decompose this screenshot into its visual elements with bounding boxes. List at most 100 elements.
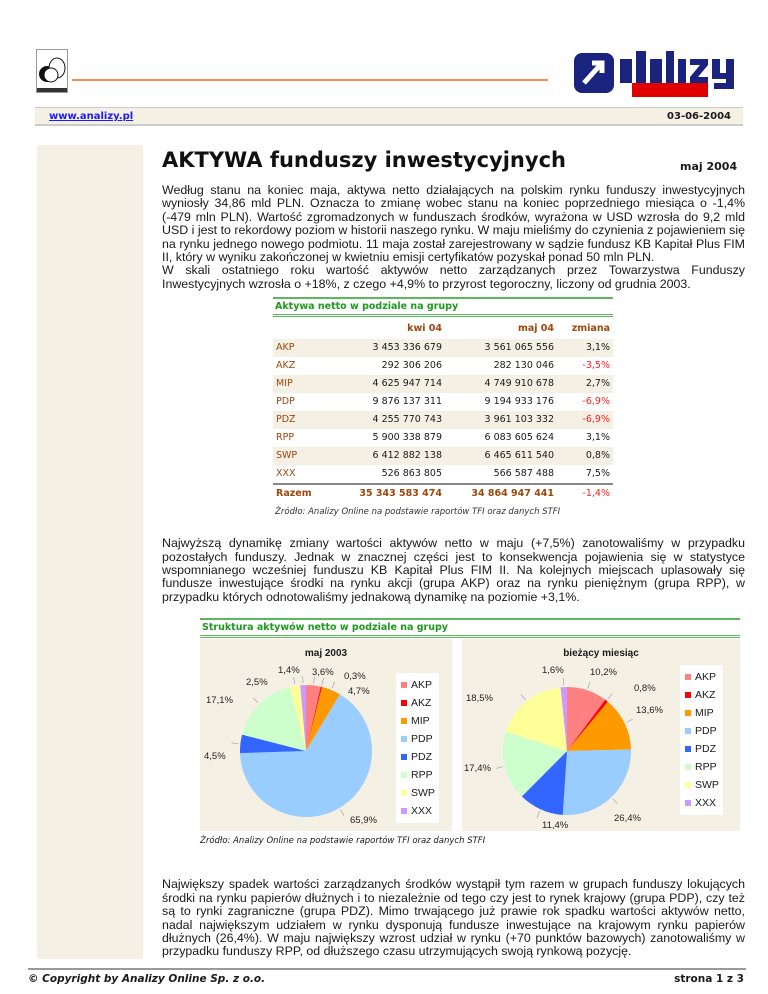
legend-item: PDP xyxy=(684,722,719,740)
legend-swatch xyxy=(400,699,408,708)
page-title: AKTYWA funduszy inwestycyjnych xyxy=(162,148,566,172)
table-cell: 7,5% xyxy=(585,468,610,480)
pie-slice-pdz xyxy=(521,751,567,816)
table-cell: 526 863 805 xyxy=(381,468,443,480)
table-cell: 6 083 605 624 xyxy=(484,432,555,444)
data-label: 0,3% xyxy=(344,671,366,682)
table-cell: 3 561 065 556 xyxy=(445,339,558,358)
data-label: 2,5% xyxy=(246,677,268,688)
paragraph-text: W skali ostatniego roku wartość aktywów … xyxy=(162,263,745,291)
pie-chart: 3,6% 0,3% 4,7% 65,9% 4,5% 17,1% 2,5% 1,4% xyxy=(204,665,377,826)
page-number: strona 1 z 3 xyxy=(674,973,744,985)
pie-slice-rpp xyxy=(503,731,567,797)
table-row: SWP 6 412 882 138 6 465 611 540 0,8% xyxy=(273,447,613,466)
legend-item: XXX xyxy=(684,794,719,812)
data-label: 1,6% xyxy=(542,665,564,676)
pie-slice-pdz xyxy=(240,734,306,754)
chart-section-title: Struktura aktywów netto w podziale na gr… xyxy=(200,618,740,639)
legend-label: RPP xyxy=(411,769,433,782)
chart-title: bieżący miesiąc xyxy=(563,648,639,660)
table-cell: 6 412 882 138 xyxy=(333,447,446,466)
table-row: XXX 526 863 805 566 587 488 7,5% xyxy=(273,465,613,484)
leader-line xyxy=(340,809,345,817)
legend-label: PDZ xyxy=(695,743,716,756)
table-cell: 6 465 611 540 xyxy=(445,447,558,466)
table-row: MIP 4 625 947 714 4 749 910 678 2,7% xyxy=(273,375,613,394)
legend-item: PDP xyxy=(400,730,435,748)
leader-line xyxy=(536,811,541,818)
legend-swatch xyxy=(684,691,692,700)
leader-line xyxy=(252,697,259,704)
group-name: XXX xyxy=(276,468,296,480)
pie-slice-pdp xyxy=(240,694,372,818)
article-body: Według stanu na koniec maja, aktywa nett… xyxy=(162,183,745,959)
group-name: SWP xyxy=(273,447,333,466)
report-date: 03-06-2004 xyxy=(667,111,731,122)
data-label: 17,1% xyxy=(206,695,233,706)
table-cell: 4 625 947 714 xyxy=(333,375,446,394)
data-label: 4,5% xyxy=(204,751,226,762)
table-cell: 292 306 206 xyxy=(381,360,443,372)
total-row: Razem 35 343 583 474 34 864 947 441 -1,4% xyxy=(273,483,613,504)
table-cell: 2,7% xyxy=(557,375,613,394)
legend-label: XXX xyxy=(695,797,717,810)
legend-label: SWP xyxy=(695,779,719,792)
chart-legend: AKP AKZ MIP PDP PDZ RPP SWP XXX xyxy=(680,665,723,816)
net-assets-table-section: Aktywa netto w podziale na grupy kwi 04 … xyxy=(273,297,613,521)
pie-slice-rpp xyxy=(242,687,306,752)
footer: © Copyright by Analizy Online Sp. z o.o.… xyxy=(28,968,746,985)
decline-paragraph: Największy spadek wartości zarządzanych … xyxy=(162,877,745,959)
legend-label: MIP xyxy=(411,715,430,728)
dynamics-paragraph: Najwyższą dynamikę zmiany wartości aktyw… xyxy=(162,536,745,604)
legend-swatch xyxy=(684,799,692,808)
table-row: PDP 9 876 137 311 9 194 933 176 -6,9% xyxy=(273,393,613,411)
table-cell: 3 453 336 679 xyxy=(333,339,446,358)
table-cell: 4 749 910 678 xyxy=(445,375,558,394)
column-header: zmiana xyxy=(571,322,610,334)
pie-slice-akp xyxy=(567,687,606,752)
data-label: 17,4% xyxy=(464,763,491,774)
stfi-logo xyxy=(36,49,68,93)
table-cell: 3,1% xyxy=(585,432,610,444)
table-cell: 9 194 933 176 xyxy=(484,396,555,408)
leader-line xyxy=(313,676,315,684)
table-cell: -6,9% xyxy=(557,411,613,430)
total-cell: 35 343 583 474 xyxy=(333,483,446,504)
table-title: Aktywa netto w podziale na grupy xyxy=(273,297,613,318)
table-cell: 9 876 137 311 xyxy=(372,396,443,408)
website-link[interactable]: www.analizy.pl xyxy=(49,111,134,122)
legend-item: AKP xyxy=(684,668,719,686)
legend-label: SWP xyxy=(411,787,435,800)
legend-label: MIP xyxy=(695,707,714,720)
chart-title: maj 2003 xyxy=(304,648,348,660)
report-period: maj 2004 xyxy=(680,160,738,173)
leader-line xyxy=(293,677,296,685)
legend-swatch xyxy=(684,781,692,790)
pie-chart: 10,2% 0,8% 13,6% 26,4% 11,4% 17,4% 18,5% 1,6% xyxy=(464,665,663,831)
table-cell: 0,8% xyxy=(557,447,613,466)
copyright: © Copyright by Analizy Online Sp. z o.o. xyxy=(28,973,266,985)
pie-slice-akz xyxy=(306,686,323,752)
table-row: AKZ 292 306 206 282 130 046 -3,5% xyxy=(273,357,613,375)
leader-line xyxy=(331,681,335,689)
table-row: PDZ 4 255 770 743 3 961 103 332 -6,9% xyxy=(273,411,613,430)
table-cell: 282 130 046 xyxy=(493,360,555,372)
legend-swatch xyxy=(684,763,692,772)
intro-paragraph: Według stanu na koniec maja, aktywa nett… xyxy=(162,183,745,291)
legend-item: SWP xyxy=(684,776,719,794)
data-label: 1,4% xyxy=(278,665,300,676)
leader-line xyxy=(520,694,526,701)
chart-source: Źródło: Analizy Online na podstawie rapo… xyxy=(200,836,486,847)
pie-panel-may-2003: maj 2003 3,6% 0,3% 4,7% 65,9% 4,5% 17,1% 2,5% 1… xyxy=(200,639,452,832)
chart-legend: AKP AKZ MIP PDP PDZ RPP SWP XXX xyxy=(396,673,439,824)
legend-label: RPP xyxy=(695,761,717,774)
column-header: kwi 04 xyxy=(407,322,443,334)
table-cell: 566 587 488 xyxy=(493,468,555,480)
legend-swatch xyxy=(400,771,408,780)
legend-label: AKZ xyxy=(411,697,432,710)
pie-slice-xxx xyxy=(300,685,306,752)
leader-line xyxy=(321,678,324,686)
data-label: 4,7% xyxy=(348,686,370,697)
legend-swatch xyxy=(684,745,692,754)
legend-item: AKZ xyxy=(400,694,435,712)
